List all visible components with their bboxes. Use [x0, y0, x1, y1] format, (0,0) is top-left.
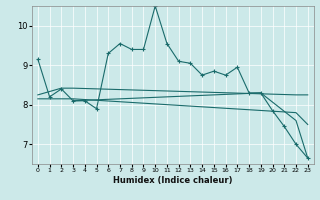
X-axis label: Humidex (Indice chaleur): Humidex (Indice chaleur) — [113, 176, 233, 185]
